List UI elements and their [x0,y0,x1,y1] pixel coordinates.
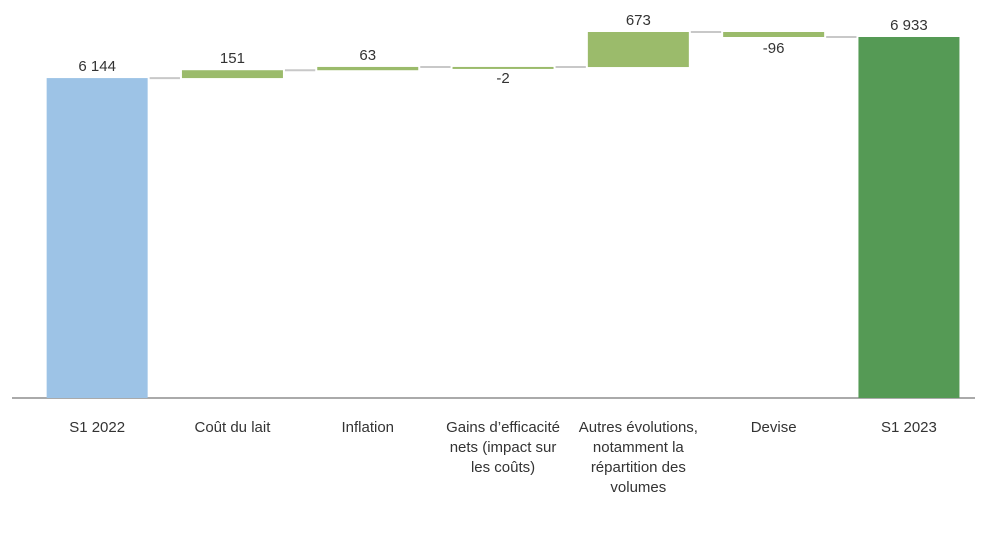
bar [587,32,689,68]
bar [181,70,283,79]
x-tick-label: S1 2022 [69,419,126,436]
value-label: 6 933 [890,17,928,34]
x-tick-label: Devise [750,419,797,436]
value-label: 6 144 [78,58,116,75]
value-label: 151 [220,50,245,67]
x-tick-label: S1 2023 [880,419,937,436]
bar [723,32,825,37]
bar [317,66,419,71]
x-tick-label: Autres évolu­tions, notam­ment la répart… [578,419,698,496]
value-label: -2 [496,70,509,87]
value-label: 673 [626,12,651,29]
bar [452,66,554,69]
bar [46,78,148,399]
x-tick-label: Inflation [341,419,395,436]
value-label: -96 [763,40,785,57]
value-label: 63 [359,47,376,64]
x-tick-label: Coût du lait [194,419,271,436]
x-tick-label: Gains d’efficacité nets (impact sur les … [446,419,561,476]
bar [858,36,960,398]
